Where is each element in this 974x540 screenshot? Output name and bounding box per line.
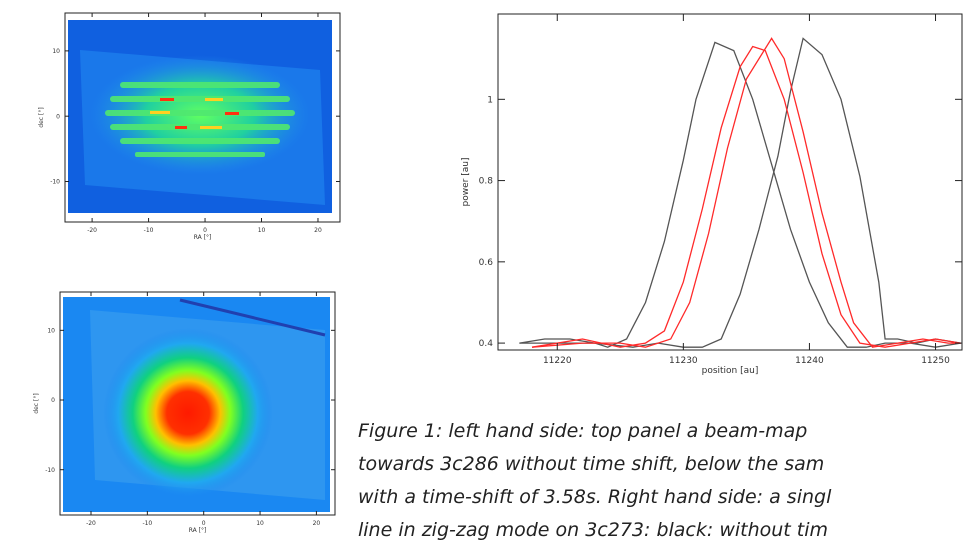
- x-axis-label: RA [°]: [189, 527, 207, 534]
- y-tick-label: -10: [45, 467, 55, 474]
- x-tick-label: -10: [144, 227, 154, 234]
- x-tick-label: -20: [86, 520, 96, 527]
- x-tick-label: 11240: [795, 356, 824, 366]
- heatmap-image: [68, 20, 332, 213]
- y-tick-label: -10: [50, 179, 60, 186]
- heatmap-image: [63, 297, 330, 512]
- caption-line: Figure 1: left hand side: top panel a be…: [358, 420, 807, 442]
- y-tick-label: 0.6: [479, 258, 494, 268]
- x-tick-label: -10: [142, 520, 152, 527]
- y-axis-label: dec [°]: [33, 393, 40, 413]
- plot-frame: [497, 13, 963, 351]
- y-tick-label: 10: [52, 48, 60, 55]
- y-tick-label: 0.4: [479, 339, 494, 349]
- data-line: [519, 41, 961, 348]
- plot-frame: [59, 291, 336, 516]
- y-axis-label: power [au]: [461, 158, 471, 207]
- data-line: [531, 37, 961, 348]
- x-tick-label: 10: [258, 227, 266, 234]
- x-tick-label: 10: [256, 520, 264, 527]
- x-tick-label: 0: [202, 520, 206, 527]
- data-line: [531, 45, 961, 348]
- x-tick-label: 20: [313, 520, 321, 527]
- x-tick-label: 11250: [921, 356, 950, 366]
- y-tick-label: 0.8: [479, 177, 494, 187]
- x-tick-label: 11220: [543, 356, 572, 366]
- y-axis-label: dec [°]: [38, 107, 45, 127]
- caption-line: with a time-shift of 3.58s. Right hand s…: [358, 486, 832, 508]
- y-tick-label: 0: [51, 397, 55, 404]
- x-tick-label: -20: [87, 227, 97, 234]
- data-line: [519, 37, 961, 348]
- x-tick-label: 11230: [669, 356, 698, 366]
- caption-line: towards 3c286 without time shift, below …: [358, 453, 824, 475]
- x-tick-label: 20: [314, 227, 322, 234]
- y-tick-label: 1: [487, 95, 493, 105]
- caption-line: line in zig-zag mode on 3c273: black: wi…: [358, 519, 828, 540]
- x-axis-label: RA [°]: [194, 234, 212, 241]
- y-tick-label: 10: [47, 327, 55, 334]
- y-tick-label: 0: [56, 113, 60, 120]
- x-axis-label: position [au]: [702, 366, 759, 376]
- plot-frame: [64, 12, 341, 223]
- x-tick-label: 0: [203, 227, 207, 234]
